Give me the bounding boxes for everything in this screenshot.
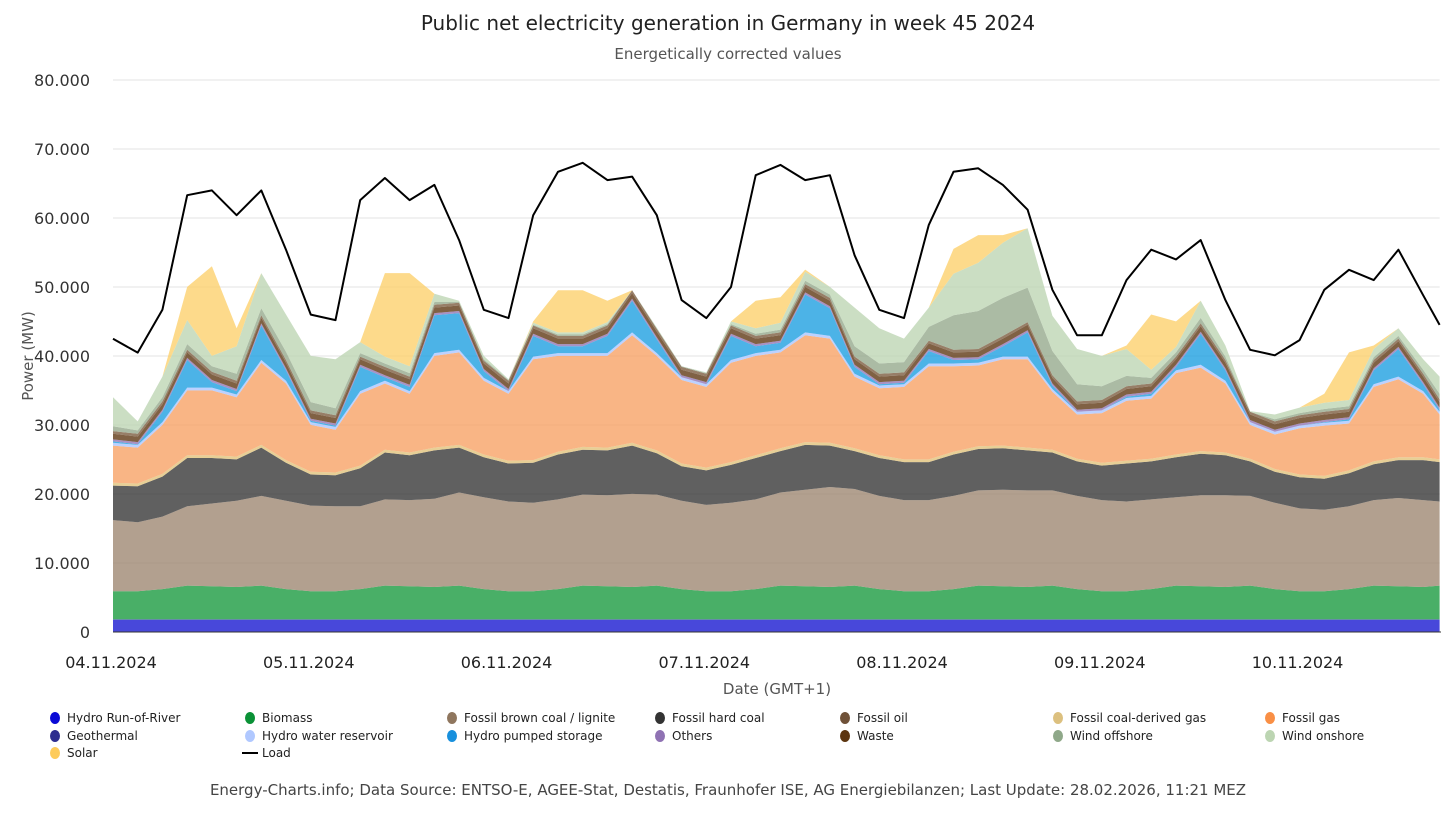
legend-dot-symbol: [447, 730, 457, 742]
y-axis-label: Power (MW): [19, 311, 37, 401]
legend-label: Biomass: [262, 711, 312, 725]
legend-dot-symbol: [245, 730, 255, 742]
legend-label: Wind onshore: [1282, 729, 1364, 743]
legend-label: Waste: [857, 729, 894, 743]
legend-item-biomass[interactable]: Biomass: [245, 711, 312, 725]
legend-item-hydro-water-reservoir[interactable]: Hydro water reservoir: [245, 729, 393, 743]
stacked-areas: [113, 228, 1440, 632]
legend-dot-symbol: [50, 712, 60, 724]
area-solar: [113, 228, 1440, 422]
legend-label: Hydro pumped storage: [464, 729, 603, 743]
legend-label: Fossil oil: [857, 711, 908, 725]
legend-dot-symbol: [840, 730, 850, 742]
y-tick-label: 10.000: [34, 554, 90, 573]
legend-item-wind-onshore[interactable]: Wind onshore: [1265, 729, 1364, 743]
legend-item-hydro-run-of-river[interactable]: Hydro Run-of-River: [50, 711, 181, 725]
legend-item-fossil-coal-derived-gas[interactable]: Fossil coal-derived gas: [1053, 711, 1206, 725]
chart-subtitle: Energetically corrected values: [614, 45, 841, 63]
area-waste: [113, 286, 1440, 443]
credits: Energy-Charts.info; Data Source: ENTSO-E…: [210, 781, 1246, 799]
area-hydro-pumped-storage: [113, 294, 1440, 445]
chart-title: Public net electricity generation in Ger…: [421, 11, 1035, 35]
y-tick-label: 80.000: [34, 71, 90, 90]
legend-item-fossil-gas[interactable]: Fossil gas: [1265, 711, 1340, 725]
legend-label: Hydro water reservoir: [262, 729, 393, 743]
y-tick-label: 50.000: [34, 278, 90, 297]
legend-dot-symbol: [1053, 712, 1063, 724]
x-tick-label: 05.11.2024: [263, 653, 355, 672]
legend-label: Fossil gas: [1282, 711, 1340, 725]
x-axis-label: Date (GMT+1): [723, 680, 831, 698]
legend-dot-symbol: [655, 712, 665, 724]
area-fossil-brown-coal-lignite: [113, 487, 1440, 592]
legend-label: Solar: [67, 746, 98, 760]
legend-dot-symbol: [50, 730, 60, 742]
x-tick-label: 09.11.2024: [1054, 653, 1146, 672]
legend-dot-symbol: [1265, 712, 1275, 724]
area-fossil-gas: [113, 335, 1440, 484]
legend-label: Others: [672, 729, 712, 743]
legend-dot-symbol: [655, 730, 665, 742]
y-tick-label: 70.000: [34, 140, 90, 159]
legend-dot-symbol: [1053, 730, 1063, 742]
legend-label: Fossil hard coal: [672, 711, 765, 725]
legend-item-load[interactable]: Load: [242, 746, 291, 760]
y-tick-label: 30.000: [34, 416, 90, 435]
y-tick-label: 20.000: [34, 485, 90, 504]
legend-dot-symbol: [245, 712, 255, 724]
area-wind-offshore: [113, 280, 1440, 434]
area-fossil-hard-coal: [113, 444, 1440, 523]
x-tick-label: 10.11.2024: [1252, 653, 1344, 672]
area-others: [113, 292, 1440, 445]
legend-label: Hydro Run-of-River: [67, 711, 181, 725]
area-fossil-oil: [113, 284, 1440, 437]
x-tick-label: 07.11.2024: [658, 653, 750, 672]
legend-dot-symbol: [50, 747, 60, 759]
x-tick-label: 04.11.2024: [65, 653, 157, 672]
legend-item-fossil-hard-coal[interactable]: Fossil hard coal: [655, 711, 765, 725]
legend-dot-symbol: [840, 712, 850, 724]
x-axis-ticks: 04.11.2024 05.11.2024 06.11.2024 07.11.2024…: [65, 653, 1343, 672]
load-line: [112, 161, 1441, 357]
y-tick-label: 60.000: [34, 209, 90, 228]
y-tick-label: 40.000: [34, 347, 90, 366]
legend-label: Fossil coal-derived gas: [1070, 711, 1206, 725]
legend-label: Fossil brown coal / lignite: [464, 711, 615, 725]
legend-item-fossil-brown-coal-lignite[interactable]: Fossil brown coal / lignite: [447, 711, 615, 725]
x-tick-label: 06.11.2024: [461, 653, 553, 672]
legend-label: Load: [262, 746, 291, 760]
legend-label: Geothermal: [67, 729, 138, 743]
legend-item-waste[interactable]: Waste: [840, 729, 894, 743]
legend-item-wind-offshore[interactable]: Wind offshore: [1053, 729, 1153, 743]
legend: Hydro Run-of-River Biomass Fossil brown co…: [50, 711, 1364, 760]
legend-item-solar[interactable]: Solar: [50, 746, 98, 760]
legend-item-others[interactable]: Others: [655, 729, 712, 743]
legend-dot-symbol: [447, 712, 457, 724]
legend-label: Wind offshore: [1070, 729, 1153, 743]
y-tick-label: 0: [80, 623, 90, 642]
legend-dot-symbol: [1265, 730, 1275, 742]
legend-item-geothermal[interactable]: Geothermal: [50, 729, 138, 743]
y-axis-ticks: 0 10.000 20.000 30.000 40.000 50.000 60.000 70.…: [34, 71, 90, 642]
legend-item-hydro-pumped-storage[interactable]: Hydro pumped storage: [447, 729, 603, 743]
area-biomass: [113, 585, 1440, 620]
area-fossil-coal-derived-gas: [113, 442, 1440, 487]
area-wind-onshore: [113, 228, 1440, 431]
area-hydro-run-of-river: [113, 619, 1440, 632]
x-tick-label: 08.11.2024: [856, 653, 948, 672]
legend-item-fossil-oil[interactable]: Fossil oil: [840, 711, 908, 725]
load-line-group: [112, 161, 1441, 357]
